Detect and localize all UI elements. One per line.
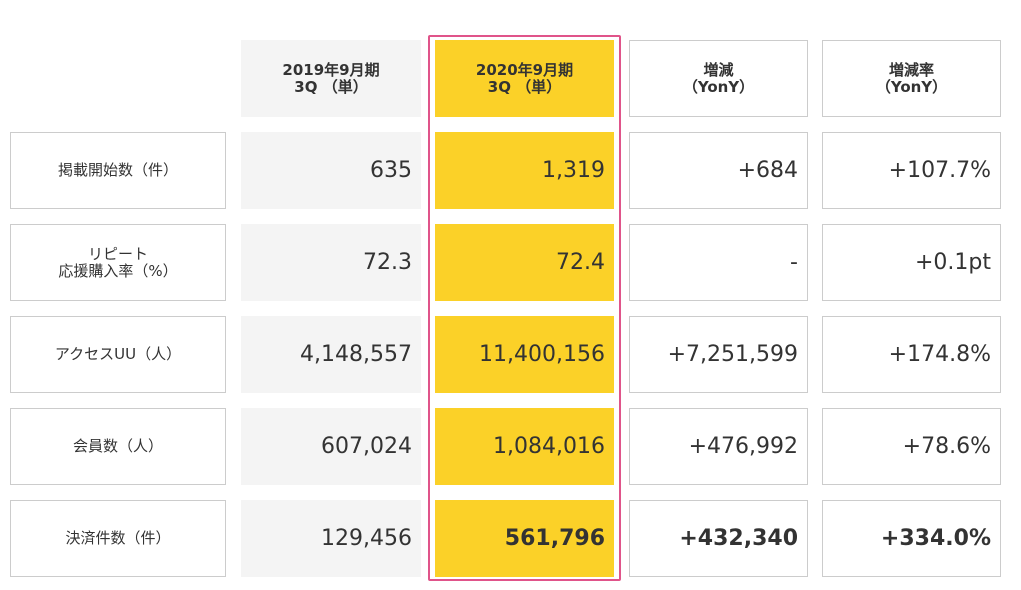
table-cell: 1,084,016 xyxy=(435,408,614,485)
header-rate-line2: （YonY） xyxy=(875,77,948,96)
table-cell: +0.1pt xyxy=(822,224,1001,301)
row-label-text: 掲載開始数（件） xyxy=(57,161,178,179)
table-cell: +684 xyxy=(629,132,808,209)
row-label-text: 決済件数（件） xyxy=(65,529,171,547)
header-rate-line1: 増減率 xyxy=(888,60,934,79)
header-2020-line2: 3Q （単） xyxy=(487,77,562,96)
row-label-access-uu: アクセスUU（人） xyxy=(10,316,226,393)
table-cell: +107.7% xyxy=(822,132,1001,209)
row-label-text: リピート xyxy=(87,244,148,263)
table-cell: 1,319 xyxy=(435,132,614,209)
row-label-members: 会員数（人） xyxy=(10,408,226,485)
row-label-text: 応援購入率（%） xyxy=(58,261,178,280)
header-diff-line2: （YonY） xyxy=(682,77,755,96)
table-cell: +174.8% xyxy=(822,316,1001,393)
table-cell: +78.6% xyxy=(822,408,1001,485)
table-cell: 607,024 xyxy=(241,408,421,485)
table-cell: +476,992 xyxy=(629,408,808,485)
header-2020-line1: 2020年9月期 xyxy=(475,60,574,79)
row-label-text: 会員数（人） xyxy=(72,437,163,455)
highlight-frame-2020 xyxy=(428,35,621,581)
table-cell: +334.0% xyxy=(822,500,1001,577)
table-cell: 72.3 xyxy=(241,224,421,301)
table-cell: +7,251,599 xyxy=(629,316,808,393)
header-rate: 増減率 （YonY） xyxy=(822,40,1001,117)
header-2020: 2020年9月期 3Q （単） xyxy=(435,40,614,117)
header-diff-line1: 増減 xyxy=(703,60,734,79)
header-2019-line1: 2019年9月期 xyxy=(282,60,380,79)
table-cell: 11,400,156 xyxy=(435,316,614,393)
row-label-payments: 決済件数（件） xyxy=(10,500,226,577)
row-label-listings: 掲載開始数（件） xyxy=(10,132,226,209)
table-cell: 4,148,557 xyxy=(241,316,421,393)
row-label-text: アクセスUU（人） xyxy=(54,345,182,363)
header-2019-line2: 3Q （単） xyxy=(294,77,368,96)
header-2019: 2019年9月期 3Q （単） xyxy=(241,40,421,117)
table-cell: +432,340 xyxy=(629,500,808,577)
table-cell: 561,796 xyxy=(435,500,614,577)
table-cell: 72.4 xyxy=(435,224,614,301)
row-label-repeat-rate: リピート 応援購入率（%） xyxy=(10,224,226,301)
table-cell: 129,456 xyxy=(241,500,421,577)
header-diff: 増減 （YonY） xyxy=(629,40,808,117)
table-cell: 635 xyxy=(241,132,421,209)
table-cell: - xyxy=(629,224,808,301)
